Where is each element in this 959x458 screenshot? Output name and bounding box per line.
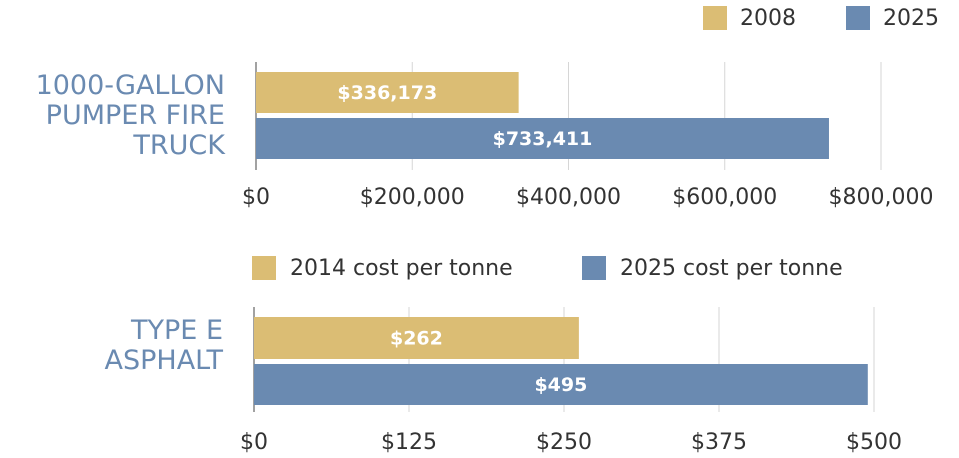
- legend-swatch: [582, 256, 606, 280]
- x-tick-label: $0: [240, 430, 268, 455]
- x-tick-label: $500: [846, 430, 902, 455]
- category-label: 1000-GALLON PUMPER FIRE TRUCK: [35, 69, 225, 162]
- x-tick-label: $800,000: [829, 185, 934, 210]
- x-tick-label: $400,000: [516, 185, 621, 210]
- data-label: $495: [534, 374, 587, 396]
- x-tick-label: $600,000: [672, 185, 777, 210]
- legend-label: 2008: [740, 6, 796, 31]
- legend-label: 2014 cost per tonne: [290, 256, 513, 281]
- x-tick-label: $250: [536, 430, 592, 455]
- legend-label: 2025 cost per tonne: [620, 256, 843, 281]
- bar: [256, 118, 829, 159]
- legend-swatch: [252, 256, 276, 280]
- legend-swatch: [846, 6, 870, 30]
- x-tick-label: $200,000: [360, 185, 465, 210]
- x-tick-label: $375: [691, 430, 747, 455]
- data-label: $336,173: [337, 82, 437, 104]
- category-label: TYPE E ASPHALT: [104, 314, 223, 376]
- x-tick-label: $125: [381, 430, 437, 455]
- x-tick-label: $0: [242, 185, 270, 210]
- bar: [256, 72, 519, 113]
- data-label: $262: [390, 328, 443, 350]
- bar: [254, 364, 868, 405]
- bar: [254, 317, 579, 359]
- legend-swatch: [703, 6, 727, 30]
- data-label: $733,411: [493, 128, 593, 150]
- legend-label: 2025: [883, 6, 939, 31]
